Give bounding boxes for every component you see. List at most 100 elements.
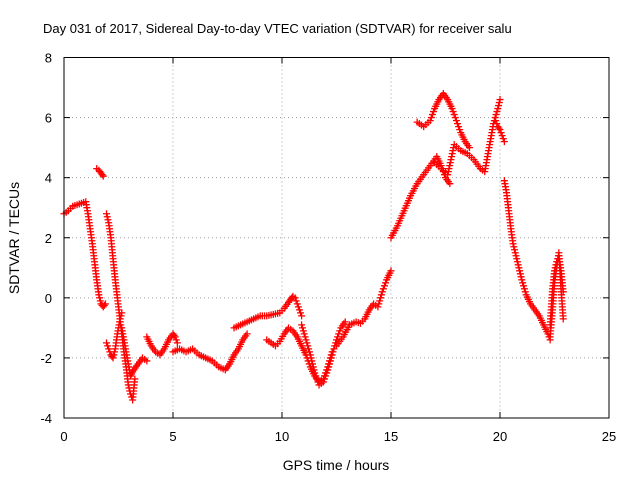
data-point	[495, 124, 503, 132]
data-point	[387, 267, 395, 275]
data-point	[118, 309, 126, 317]
data-point	[309, 363, 317, 371]
data-point	[518, 276, 526, 284]
data-point	[444, 171, 452, 179]
x-tick-label: 0	[60, 429, 67, 444]
data-point	[452, 117, 460, 125]
data-point	[380, 282, 388, 290]
data-point	[511, 246, 519, 254]
data-point	[492, 111, 500, 119]
data-point	[292, 297, 300, 305]
data-point	[382, 279, 390, 287]
data-point	[428, 111, 436, 119]
data-point	[446, 180, 454, 188]
x-axis-title: GPS time / hours	[283, 457, 390, 473]
data-point	[378, 288, 386, 296]
data-point	[519, 279, 527, 287]
x-tick-labels: 0 5 10 15 20 25	[60, 429, 616, 444]
data-point	[104, 342, 112, 350]
data-point	[511, 249, 519, 257]
data-point	[426, 117, 434, 125]
data-point	[306, 351, 314, 359]
data-point	[319, 378, 327, 386]
data-point	[110, 351, 118, 359]
data-point	[143, 357, 151, 365]
data-point	[298, 324, 306, 332]
data-point	[293, 300, 301, 308]
data-point	[377, 294, 385, 302]
data-point	[559, 315, 567, 323]
data-point	[456, 126, 464, 134]
data-point	[427, 114, 435, 122]
data-point	[96, 297, 104, 305]
data-point	[103, 210, 111, 218]
data-point	[498, 132, 506, 140]
data-point	[116, 318, 124, 326]
data-point	[311, 369, 319, 377]
data-point	[449, 147, 457, 155]
data-point	[496, 126, 504, 134]
data-point	[99, 172, 107, 180]
data-point	[301, 333, 309, 341]
data-point	[374, 303, 382, 311]
data-point	[313, 375, 321, 383]
grid	[64, 57, 609, 418]
data-point	[109, 354, 117, 362]
y-tick-label: 4	[45, 171, 52, 186]
data-point	[333, 336, 340, 344]
data-point	[445, 165, 453, 173]
y-axis-title: SDTVAR / TECUs	[6, 182, 22, 294]
data-point	[448, 153, 456, 161]
x-tick-label: 10	[275, 429, 289, 444]
x-tick-label: 5	[169, 429, 176, 444]
data-point	[322, 372, 330, 380]
data-point	[509, 240, 517, 248]
data-point	[171, 333, 179, 341]
data-point	[307, 354, 315, 362]
data-point	[243, 330, 251, 338]
data-point	[449, 108, 457, 116]
data-point	[298, 312, 306, 320]
data-point	[294, 303, 302, 311]
data-point	[170, 331, 178, 339]
data-point	[500, 138, 508, 146]
data-point	[336, 327, 344, 335]
data-point	[298, 321, 306, 329]
data-point	[341, 318, 349, 326]
data-point	[103, 213, 111, 221]
data-point	[492, 117, 500, 125]
y-tick-label: 6	[45, 111, 52, 126]
data-point	[375, 300, 383, 308]
data-point	[323, 369, 331, 377]
data-point	[312, 372, 320, 380]
data-point	[117, 312, 125, 320]
data-point	[305, 348, 313, 356]
data-point	[520, 285, 528, 293]
y-tick-label: -2	[40, 351, 52, 366]
data-point	[173, 339, 181, 347]
data-point	[376, 297, 384, 305]
data-point	[131, 375, 139, 383]
data-point	[520, 282, 528, 290]
x-tick-label: 15	[384, 429, 398, 444]
data-point	[328, 351, 336, 359]
data-point	[101, 300, 109, 308]
data-point	[303, 339, 311, 347]
data-point	[96, 294, 104, 302]
data-point	[377, 291, 385, 299]
data-point	[308, 357, 316, 365]
data-point	[446, 162, 454, 170]
data-point	[100, 301, 108, 309]
data-point	[111, 348, 119, 356]
data-point	[103, 339, 111, 347]
data-point	[516, 267, 524, 275]
data-point	[447, 156, 455, 164]
data-point	[300, 330, 308, 338]
data-point	[516, 270, 524, 278]
data-point	[98, 171, 106, 179]
data-point	[172, 336, 180, 344]
data-point	[495, 99, 503, 107]
y-tick-label: -4	[40, 411, 52, 426]
data-point	[450, 111, 458, 119]
